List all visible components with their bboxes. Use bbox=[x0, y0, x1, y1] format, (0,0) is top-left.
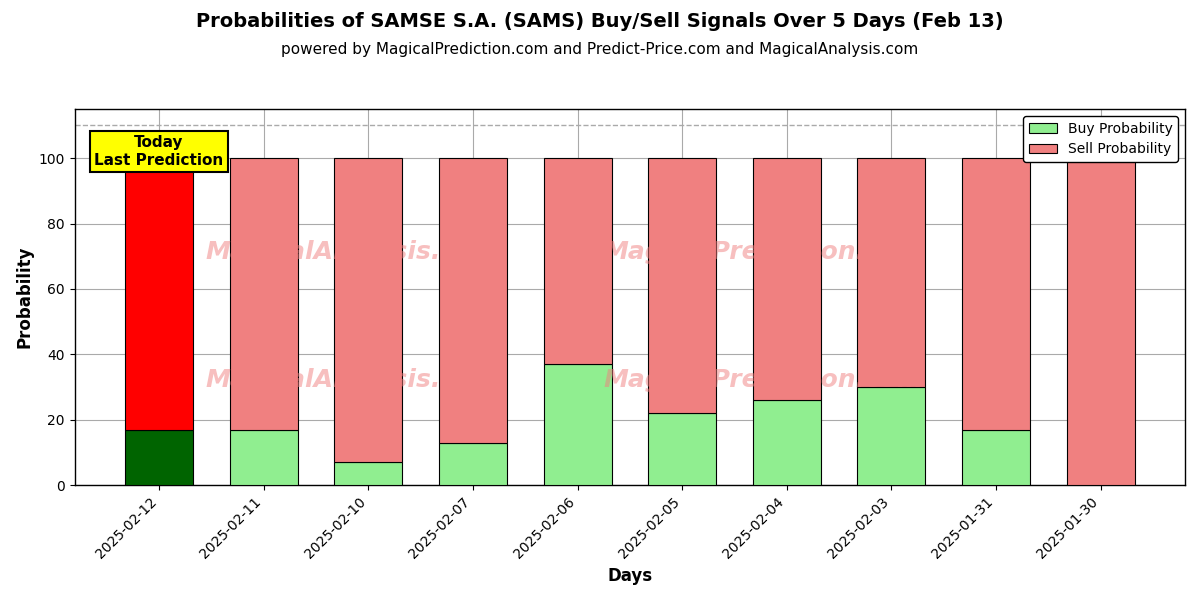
Bar bbox=[544, 158, 612, 364]
Bar bbox=[857, 158, 925, 387]
Y-axis label: Probability: Probability bbox=[16, 246, 34, 349]
Bar bbox=[648, 413, 716, 485]
Bar bbox=[125, 158, 193, 430]
Text: powered by MagicalPrediction.com and Predict-Price.com and MagicalAnalysis.com: powered by MagicalPrediction.com and Pre… bbox=[281, 42, 919, 57]
Bar bbox=[752, 158, 821, 400]
Bar bbox=[1067, 158, 1134, 485]
Text: Today
Last Prediction: Today Last Prediction bbox=[95, 135, 223, 167]
Bar bbox=[335, 463, 402, 485]
Bar bbox=[962, 430, 1030, 485]
Legend: Buy Probability, Sell Probability: Buy Probability, Sell Probability bbox=[1024, 116, 1178, 162]
Bar bbox=[752, 400, 821, 485]
Bar bbox=[857, 387, 925, 485]
Bar bbox=[544, 364, 612, 485]
Text: MagicalPrediction.com: MagicalPrediction.com bbox=[604, 240, 923, 264]
Bar bbox=[229, 430, 298, 485]
Bar bbox=[335, 158, 402, 463]
Text: MagicalPrediction.com: MagicalPrediction.com bbox=[604, 368, 923, 392]
Text: MagicalAnalysis.com: MagicalAnalysis.com bbox=[205, 240, 499, 264]
Bar bbox=[439, 443, 506, 485]
Bar bbox=[648, 158, 716, 413]
Bar bbox=[125, 430, 193, 485]
Text: MagicalAnalysis.com: MagicalAnalysis.com bbox=[205, 368, 499, 392]
Text: Probabilities of SAMSE S.A. (SAMS) Buy/Sell Signals Over 5 Days (Feb 13): Probabilities of SAMSE S.A. (SAMS) Buy/S… bbox=[196, 12, 1004, 31]
X-axis label: Days: Days bbox=[607, 567, 653, 585]
Bar bbox=[439, 158, 506, 443]
Bar bbox=[962, 158, 1030, 430]
Bar bbox=[229, 158, 298, 430]
